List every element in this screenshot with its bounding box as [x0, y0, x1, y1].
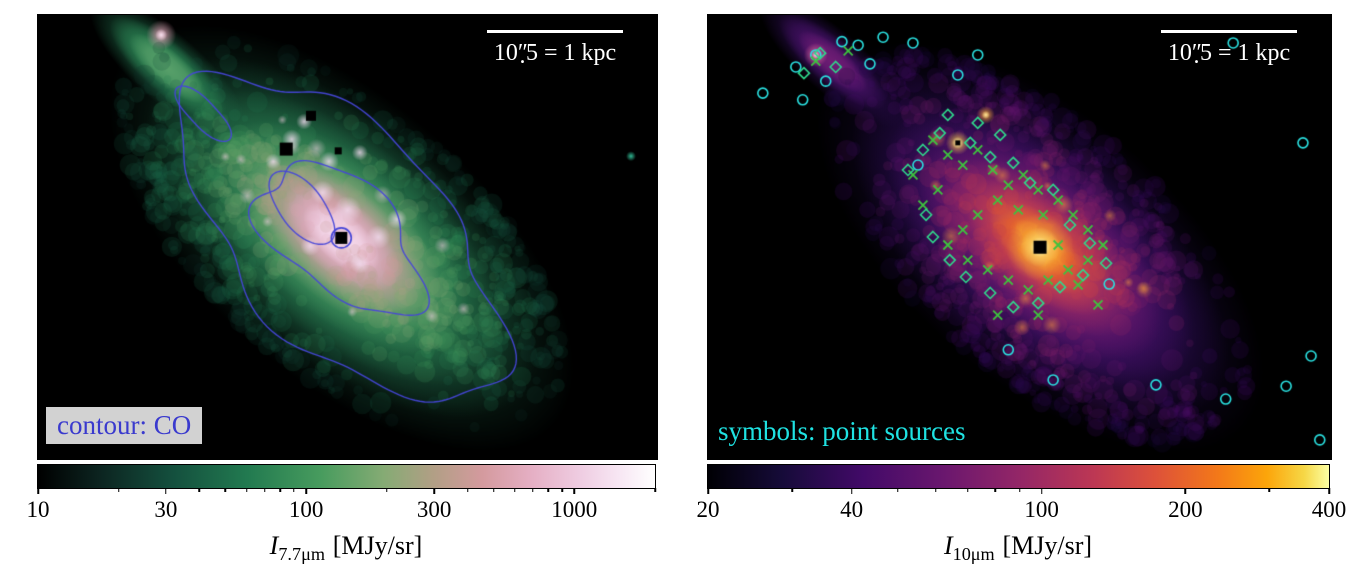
scalebar-line — [1161, 30, 1297, 33]
scalebar-line — [487, 30, 623, 33]
colorbar-tick — [245, 488, 248, 492]
scalebar-label: 10″. 5 = 1 kpc — [493, 40, 617, 69]
colorbar-tick — [1328, 488, 1330, 494]
panel-10um: 10″. 5 = 1 kpc symbols: point sources — [707, 14, 1332, 460]
colorbar-tick — [514, 488, 516, 492]
colorbar-tick — [531, 488, 534, 492]
colorbar-tick — [386, 488, 388, 492]
colorbar-tick-label: 30 — [154, 497, 178, 522]
colorbar-axis-label-10um: I10μm [MJy/sr] — [943, 531, 1093, 565]
colorbar-tick — [573, 488, 576, 494]
colorbar-tick — [547, 488, 550, 492]
arcsec-mark: ″ — [517, 40, 528, 66]
colorbar-axis-label-7.7um: I7.7μm [MJy/sr] — [269, 531, 423, 565]
colorbar-tick-label: 1000 — [551, 497, 598, 522]
colorbar-tick-label: 300 — [416, 497, 452, 522]
colorbar-tick-label: 400 — [1311, 497, 1347, 522]
galaxy-image-10um — [708, 15, 1331, 459]
colorbar-tick — [224, 488, 227, 492]
colorbar-tick — [1019, 488, 1021, 492]
colorbar-tick — [850, 488, 853, 494]
colorbar-tick — [934, 488, 937, 492]
galaxy-image-7.7um — [38, 15, 657, 459]
colorbar-tick — [117, 488, 120, 492]
colorbar-tick — [165, 488, 167, 494]
colorbar-gradient — [38, 465, 655, 488]
colorbar-tick — [279, 488, 281, 492]
colorbar-tick-label: 40 — [840, 497, 864, 522]
colorbar-tick — [433, 488, 435, 494]
colorbar-10um: 20 40 100 200 400 — [697, 464, 1346, 522]
colorbar-tick — [492, 488, 495, 492]
colorbar-tick — [707, 488, 709, 494]
colorbar-tick — [897, 488, 899, 492]
arcsec-mark: ″ — [1191, 40, 1202, 66]
colorbar-tick — [305, 488, 307, 494]
colorbar-tick — [466, 488, 469, 492]
colorbar-tick-label: 100 — [288, 497, 324, 522]
colorbar-tick — [1184, 488, 1187, 494]
colorbar-tick — [37, 488, 39, 494]
scalebar-label: 10″. 5 = 1 kpc — [1167, 40, 1291, 69]
colorbar-tick — [966, 488, 969, 492]
symbols-legend: symbols: point sources — [718, 415, 966, 446]
colorbar-tick — [561, 488, 563, 492]
colorbar-tick — [654, 488, 656, 492]
colorbar-tick-label: 100 — [1024, 497, 1059, 522]
colorbar-tick — [263, 488, 266, 492]
colorbar-7.7um: 10 30 100 300 1000 — [27, 464, 656, 522]
colorbar-tick — [293, 488, 295, 492]
colorbar-tick — [1268, 488, 1271, 492]
colorbar-tick — [994, 488, 997, 492]
colorbar-tick-label: 200 — [1168, 497, 1203, 522]
scalebar: 10″. 5 = 1 kpc — [487, 30, 623, 69]
colorbar-tick — [198, 488, 201, 492]
colorbar-tick-label: 10 — [26, 497, 50, 522]
colorbar-tick-label: 20 — [696, 497, 720, 522]
colorbar-tick — [1040, 488, 1043, 494]
scalebar: 10″. 5 = 1 kpc — [1161, 30, 1297, 69]
colorbar-tick — [791, 488, 793, 492]
panel-7.7um: 10″. 5 = 1 kpc contour: CO — [37, 14, 658, 460]
contour-legend: contour: CO — [46, 406, 203, 444]
colorbar-gradient — [708, 465, 1329, 488]
